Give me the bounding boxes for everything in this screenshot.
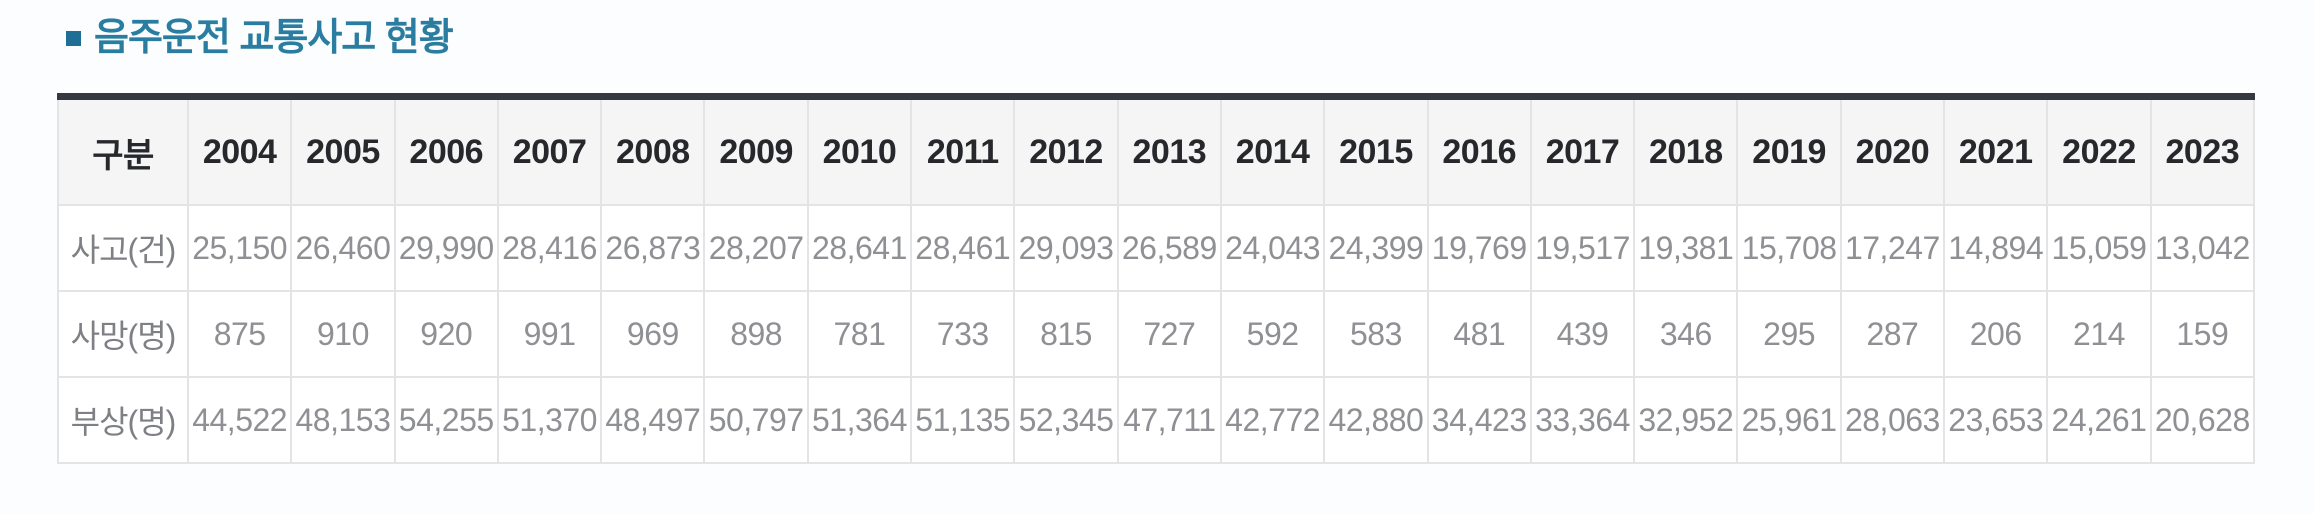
table-row: 부상(명) 44,522 48,153 54,255 51,370 48,497 50,79… (57, 376, 2256, 464)
table-body: 사고(건) 25,150 26,460 29,990 28,416 26,873 28,20… (57, 204, 2256, 464)
year-header-cell: 2020 (1839, 100, 1946, 206)
data-cell: 50,797 (703, 376, 809, 464)
data-cell: 898 (703, 290, 809, 378)
data-cell: 24,043 (1219, 204, 1326, 292)
data-cell: 25,150 (186, 204, 293, 292)
data-cell: 28,416 (496, 204, 603, 292)
data-cell: 29,093 (1013, 204, 1119, 292)
table-header-row: 구분 2004 2005 2006 2007 2008 2009 2010 2011 2012 2… (57, 100, 2256, 206)
data-cell: 346 (1633, 290, 1739, 378)
year-header-cell: 2006 (393, 100, 499, 206)
year-header-cell: 2018 (1633, 100, 1739, 206)
data-cell: 19,769 (1426, 204, 1532, 292)
corner-header-cell: 구분 (57, 100, 189, 206)
year-header-cell: 2015 (1323, 100, 1429, 206)
year-header-cell: 2023 (2149, 100, 2256, 206)
data-cell: 54,255 (393, 376, 499, 464)
year-header-cell: 2016 (1426, 100, 1532, 206)
data-cell: 910 (290, 290, 396, 378)
data-cell: 32,952 (1633, 376, 1739, 464)
year-header-cell: 2008 (600, 100, 706, 206)
year-header-cell: 2004 (186, 100, 293, 206)
data-cell: 25,961 (1736, 376, 1842, 464)
data-cell: 920 (393, 290, 499, 378)
data-cell: 28,207 (703, 204, 809, 292)
table-head: 구분 2004 2005 2006 2007 2008 2009 2010 2011 2012 2… (57, 100, 2256, 206)
data-cell: 48,497 (600, 376, 706, 464)
data-cell: 17,247 (1839, 204, 1946, 292)
row-label: 사고(건) (57, 204, 189, 292)
data-cell: 875 (186, 290, 293, 378)
data-cell: 52,345 (1013, 376, 1119, 464)
data-cell: 815 (1013, 290, 1119, 378)
data-cell: 51,135 (910, 376, 1016, 464)
year-header-cell: 2017 (1529, 100, 1636, 206)
year-header-cell: 2009 (703, 100, 809, 206)
data-cell: 991 (496, 290, 603, 378)
section-title: 음주운전 교통사고 현황 (94, 17, 454, 59)
data-cell: 42,772 (1219, 376, 1326, 464)
data-cell: 287 (1839, 290, 1946, 378)
data-cell: 20,628 (2149, 376, 2256, 464)
statistics-table-wrapper: 구분 2004 2005 2006 2007 2008 2009 2010 2011 2012 2… (57, 93, 2256, 464)
year-header-cell: 2022 (2046, 100, 2152, 206)
data-cell: 28,641 (806, 204, 913, 292)
data-cell: 26,873 (600, 204, 706, 292)
data-cell: 15,059 (2046, 204, 2152, 292)
year-header-cell: 2007 (496, 100, 603, 206)
data-cell: 24,399 (1323, 204, 1429, 292)
data-cell: 15,708 (1736, 204, 1842, 292)
data-cell: 28,461 (910, 204, 1016, 292)
year-header-cell: 2013 (1116, 100, 1222, 206)
data-cell: 34,423 (1426, 376, 1532, 464)
data-cell: 969 (600, 290, 706, 378)
year-header-cell: 2021 (1943, 100, 2049, 206)
data-cell: 51,364 (806, 376, 913, 464)
data-cell: 295 (1736, 290, 1842, 378)
data-cell: 29,990 (393, 204, 499, 292)
data-cell: 47,711 (1116, 376, 1222, 464)
table-row: 사고(건) 25,150 26,460 29,990 28,416 26,873 28,20… (57, 204, 2256, 292)
data-cell: 159 (2149, 290, 2256, 378)
data-cell: 19,381 (1633, 204, 1739, 292)
data-cell: 26,460 (290, 204, 396, 292)
year-header-cell: 2011 (910, 100, 1016, 206)
data-cell: 13,042 (2149, 204, 2256, 292)
data-cell: 592 (1219, 290, 1326, 378)
data-cell: 33,364 (1529, 376, 1636, 464)
data-cell: 206 (1943, 290, 2049, 378)
data-cell: 14,894 (1943, 204, 2049, 292)
data-cell: 48,153 (290, 376, 396, 464)
data-cell: 214 (2046, 290, 2152, 378)
year-header-cell: 2010 (806, 100, 913, 206)
year-header-cell: 2012 (1013, 100, 1119, 206)
data-cell: 23,653 (1943, 376, 2049, 464)
data-cell: 28,063 (1839, 376, 1946, 464)
data-cell: 19,517 (1529, 204, 1636, 292)
data-cell: 781 (806, 290, 913, 378)
data-cell: 24,261 (2046, 376, 2152, 464)
year-header-cell: 2005 (290, 100, 396, 206)
row-label: 부상(명) (57, 376, 189, 464)
data-cell: 439 (1529, 290, 1636, 378)
data-cell: 583 (1323, 290, 1429, 378)
data-cell: 51,370 (496, 376, 603, 464)
section-header: 음주운전 교통사고 현황 (66, 17, 454, 60)
data-cell: 481 (1426, 290, 1532, 378)
table-row: 사망(명) 875 910 920 991 969 898 781 733 815 727 592 58… (57, 290, 2256, 378)
data-cell: 733 (910, 290, 1016, 378)
drunk-driving-accidents-table: 구분 2004 2005 2006 2007 2008 2009 2010 2011 2012 2… (57, 100, 2256, 464)
year-header-cell: 2019 (1736, 100, 1842, 206)
data-cell: 26,589 (1116, 204, 1222, 292)
data-cell: 42,880 (1323, 376, 1429, 464)
year-header-cell: 2014 (1219, 100, 1326, 206)
data-cell: 44,522 (186, 376, 293, 464)
row-label: 사망(명) (57, 290, 189, 378)
square-bullet-icon (66, 31, 81, 47)
data-cell: 727 (1116, 290, 1222, 378)
